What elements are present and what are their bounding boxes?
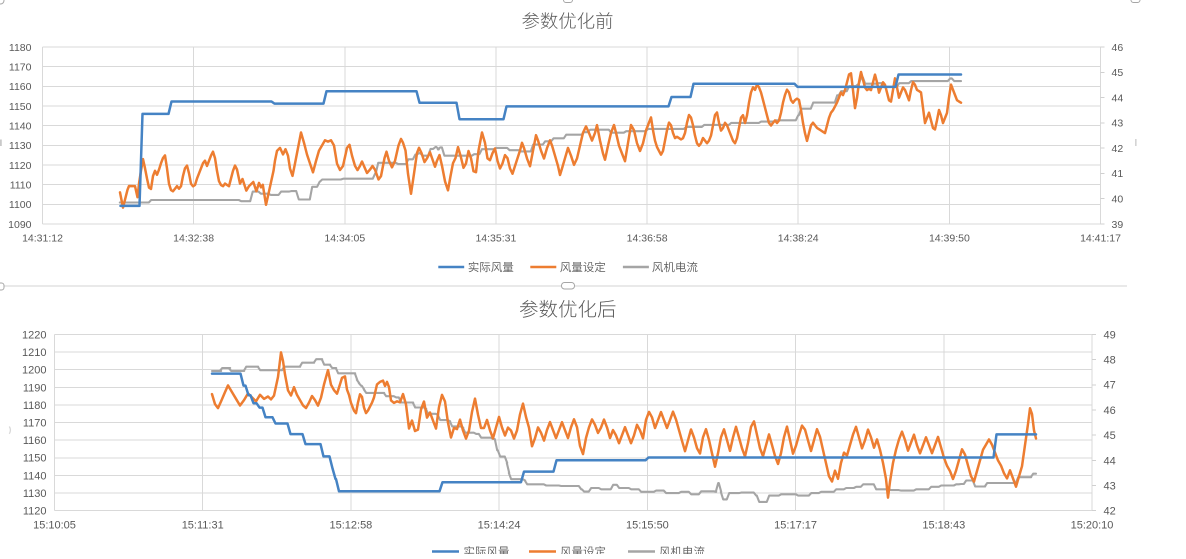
svg-text:48: 48 <box>1104 355 1116 367</box>
svg-text:42: 42 <box>1112 143 1124 155</box>
svg-text:43: 43 <box>1112 118 1124 130</box>
svg-text:15:14:24: 15:14:24 <box>478 520 521 532</box>
svg-text:1150: 1150 <box>9 101 32 113</box>
svg-text:15:12:58: 15:12:58 <box>329 520 372 532</box>
svg-text:1120: 1120 <box>9 160 32 172</box>
svg-text:1210: 1210 <box>22 347 46 359</box>
svg-text:1160: 1160 <box>9 81 32 93</box>
svg-text:1100: 1100 <box>9 199 32 211</box>
svg-text:45: 45 <box>1112 67 1124 79</box>
svg-text:1130: 1130 <box>9 140 32 152</box>
svg-text:49: 49 <box>1104 329 1116 341</box>
svg-text:15:15:50: 15:15:50 <box>626 520 669 532</box>
svg-text:46: 46 <box>1112 42 1124 54</box>
svg-text:15:11:31: 15:11:31 <box>182 520 224 532</box>
svg-text:1220: 1220 <box>22 329 46 341</box>
svg-text:15:18:43: 15:18:43 <box>922 520 965 532</box>
svg-text:1110: 1110 <box>10 180 32 192</box>
svg-text:1180: 1180 <box>23 400 47 412</box>
svg-text:14:38:24: 14:38:24 <box>778 233 819 245</box>
svg-text:1180: 1180 <box>9 42 32 54</box>
svg-text:1130: 1130 <box>23 488 47 500</box>
svg-text:14:32:38: 14:32:38 <box>173 233 214 245</box>
svg-text:1120: 1120 <box>23 506 47 518</box>
svg-text:15:10:05: 15:10:05 <box>33 520 76 532</box>
svg-text:14:41:17: 14:41:17 <box>1080 233 1121 245</box>
svg-text:14:39:50: 14:39:50 <box>929 233 970 245</box>
svg-text:44: 44 <box>1112 92 1124 104</box>
svg-text:1140: 1140 <box>23 470 47 482</box>
svg-text:14:31:12: 14:31:12 <box>22 233 63 245</box>
svg-text:47: 47 <box>1104 380 1116 392</box>
svg-text:14:35:31: 14:35:31 <box>475 233 516 245</box>
svg-text:1170: 1170 <box>9 62 32 74</box>
svg-text:14:34:05: 14:34:05 <box>324 233 365 245</box>
svg-text:1150: 1150 <box>23 453 47 465</box>
svg-text:46: 46 <box>1104 405 1116 417</box>
svg-text:42: 42 <box>1104 506 1116 518</box>
svg-text:1140: 1140 <box>9 121 32 133</box>
svg-text:44: 44 <box>1104 455 1116 467</box>
svg-text:1200: 1200 <box>22 365 46 377</box>
svg-text:1160: 1160 <box>23 435 47 447</box>
svg-text:1170: 1170 <box>23 418 47 430</box>
svg-text:43: 43 <box>1104 480 1116 492</box>
svg-text:45: 45 <box>1104 430 1116 442</box>
svg-text:41: 41 <box>1112 168 1124 180</box>
svg-text:15:20:10: 15:20:10 <box>1071 520 1114 532</box>
svg-text:1190: 1190 <box>23 382 47 394</box>
svg-text:1090: 1090 <box>8 219 32 231</box>
svg-text:40: 40 <box>1112 194 1124 206</box>
svg-text:14:36:58: 14:36:58 <box>627 233 668 245</box>
svg-text:39: 39 <box>1112 219 1124 231</box>
svg-text:15:17:17: 15:17:17 <box>774 520 817 532</box>
